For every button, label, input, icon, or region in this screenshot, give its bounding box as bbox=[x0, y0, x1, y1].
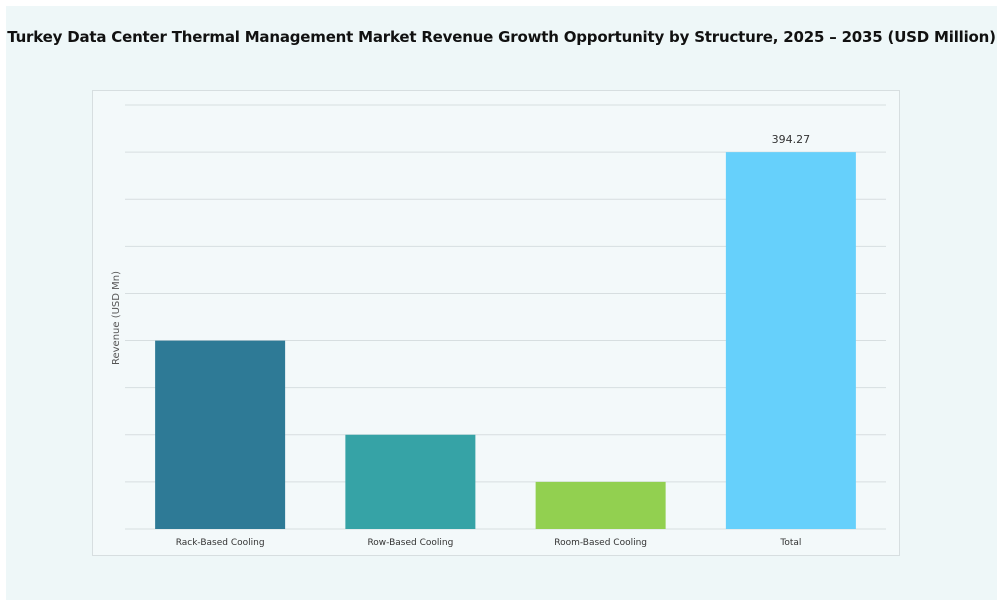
bars bbox=[155, 152, 856, 530]
bar-rack-based-cooling bbox=[155, 340, 286, 529]
x-tick-label: Rack-Based Cooling bbox=[176, 538, 265, 548]
labels: Rack-Based Cooling Row-Based Cooling Room-… bbox=[176, 133, 810, 548]
y-axis-label: Revenue (USD Mn) bbox=[111, 271, 122, 365]
chart-title: Turkey Data Center Thermal Management Ma… bbox=[7, 28, 996, 46]
data-label: 394.27 bbox=[772, 133, 811, 146]
x-tick-label: Room-Based Cooling bbox=[554, 538, 647, 548]
bar-room-based-cooling bbox=[535, 481, 666, 529]
x-tick-label: Row-Based Cooling bbox=[367, 538, 453, 548]
bar-total bbox=[725, 152, 856, 530]
bar-row-based-cooling bbox=[345, 434, 476, 529]
x-tick-label: Total bbox=[779, 538, 801, 548]
